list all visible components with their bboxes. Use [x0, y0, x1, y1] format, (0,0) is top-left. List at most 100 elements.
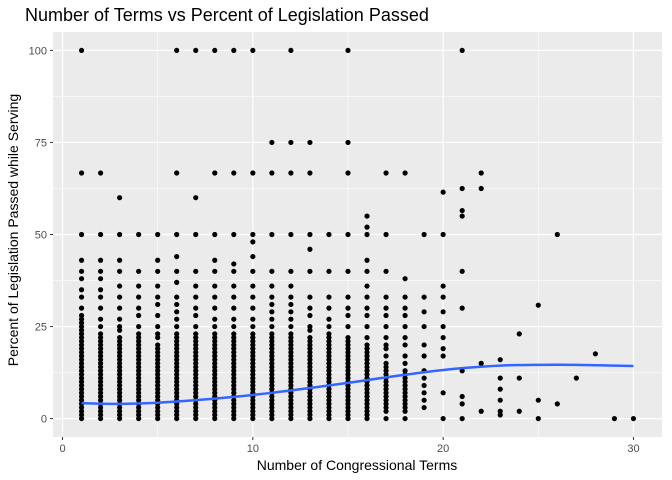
data-point — [212, 334, 218, 341]
data-point — [326, 408, 332, 414]
data-point — [78, 390, 85, 396]
data-point — [97, 334, 104, 341]
data-point — [307, 404, 313, 411]
data-point — [78, 231, 85, 238]
data-point — [231, 415, 237, 422]
data-point — [117, 327, 123, 333]
data-point — [212, 294, 218, 300]
data-point — [155, 371, 161, 378]
data-point — [326, 401, 332, 407]
y-tick-label: 75 — [35, 137, 47, 149]
data-point — [231, 283, 237, 289]
data-point — [269, 408, 275, 414]
data-point — [364, 346, 370, 352]
data-point — [326, 338, 332, 344]
data-point — [97, 331, 104, 337]
data-point — [364, 408, 370, 414]
data-point — [117, 364, 123, 370]
data-point — [383, 231, 389, 238]
data-point — [402, 401, 408, 407]
data-point — [345, 170, 351, 176]
data-point — [326, 357, 332, 363]
data-point — [193, 390, 199, 396]
data-point — [193, 231, 199, 238]
data-point — [288, 357, 294, 363]
data-point — [307, 323, 313, 330]
data-point — [326, 323, 332, 330]
data-point — [326, 268, 332, 274]
data-point — [174, 364, 180, 370]
data-point — [402, 393, 408, 400]
data-point — [117, 415, 123, 422]
data-point — [497, 386, 503, 392]
data-point — [78, 379, 85, 385]
data-point — [250, 401, 256, 407]
data-point — [155, 312, 161, 319]
data-point — [193, 47, 199, 54]
data-point — [250, 331, 256, 337]
data-point — [97, 342, 104, 348]
data-point — [364, 353, 370, 359]
data-point — [212, 386, 218, 392]
data-point — [307, 375, 313, 381]
data-point — [155, 268, 161, 274]
data-point — [155, 408, 161, 414]
data-point — [307, 346, 313, 352]
data-point — [193, 382, 199, 389]
data-point — [383, 364, 389, 370]
data-point — [136, 368, 142, 374]
data-point — [231, 268, 237, 274]
data-point — [136, 375, 142, 381]
data-point — [193, 331, 199, 337]
data-point — [440, 390, 446, 396]
data-point — [440, 231, 446, 238]
data-point — [117, 360, 123, 366]
data-point — [212, 268, 218, 274]
data-point — [345, 390, 351, 396]
data-point — [174, 368, 180, 374]
data-point — [155, 375, 161, 381]
data-point — [345, 360, 351, 366]
data-point — [307, 397, 313, 403]
data-point — [440, 353, 446, 359]
data-point — [78, 408, 85, 414]
data-point — [250, 379, 256, 385]
data-point — [231, 331, 237, 337]
data-point — [383, 334, 389, 341]
data-point — [78, 349, 85, 355]
data-point — [288, 301, 294, 308]
data-point — [97, 231, 104, 238]
data-point — [174, 415, 180, 422]
data-point — [364, 393, 370, 400]
data-point — [155, 323, 161, 330]
data-point — [307, 412, 313, 418]
data-point — [383, 346, 389, 352]
data-point — [402, 294, 408, 300]
data-point — [136, 294, 142, 300]
data-point — [250, 404, 256, 411]
data-point — [421, 353, 427, 359]
data-point — [174, 349, 180, 355]
data-point — [383, 312, 389, 319]
data-point — [326, 346, 332, 352]
data-point — [326, 375, 332, 381]
data-point — [250, 346, 256, 352]
data-point — [364, 360, 370, 366]
data-point — [117, 379, 123, 385]
data-point — [117, 346, 123, 352]
data-point — [326, 371, 332, 378]
data-point — [174, 316, 180, 322]
data-point — [174, 360, 180, 366]
data-point — [364, 224, 370, 230]
data-point — [326, 379, 332, 385]
data-point — [345, 353, 351, 359]
data-point — [288, 379, 294, 385]
data-point — [383, 408, 389, 414]
data-point — [269, 231, 275, 238]
data-point — [231, 360, 237, 366]
data-point — [269, 268, 275, 274]
data-point — [212, 283, 218, 289]
data-point — [136, 283, 142, 289]
data-point — [212, 342, 218, 348]
